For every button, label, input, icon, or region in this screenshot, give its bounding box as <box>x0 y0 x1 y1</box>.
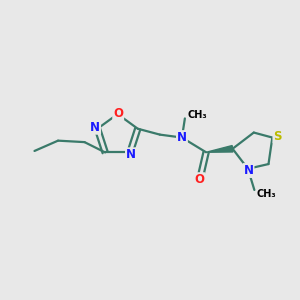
Polygon shape <box>206 146 233 152</box>
Text: S: S <box>273 130 282 142</box>
Text: CH₃: CH₃ <box>257 188 276 199</box>
Text: CH₃: CH₃ <box>187 110 207 121</box>
Text: N: N <box>244 164 254 177</box>
Text: O: O <box>194 173 204 186</box>
Text: N: N <box>126 148 136 161</box>
Text: N: N <box>90 121 100 134</box>
Text: O: O <box>113 107 123 120</box>
Text: N: N <box>177 131 187 144</box>
